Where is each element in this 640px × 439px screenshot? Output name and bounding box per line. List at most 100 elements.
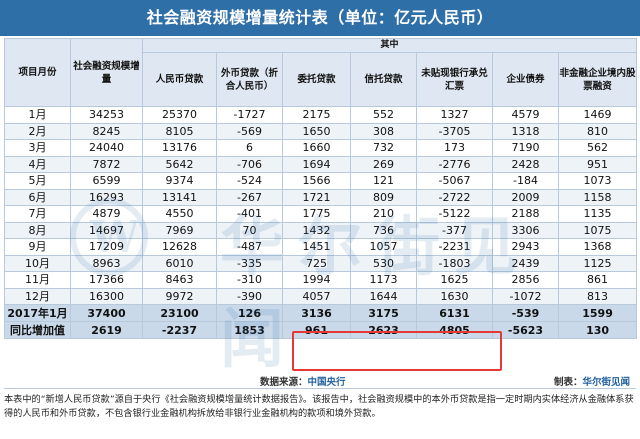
table-cell: 3306 [492,221,559,239]
table-cell: 9972 [142,287,217,305]
table-row: 8月 14697 7969 70 1432 736 -377 3306 1075 [4,221,638,239]
table-cell: 1625 [416,271,493,289]
table-cell: 1318 [492,122,559,140]
table-cell: 173 [416,139,493,157]
table-cell: 7969 [142,221,217,239]
table-row: 6月 16293 13141 -267 1721 809 -2722 2009 1158 [4,188,638,206]
table-cell: 1566 [282,172,351,190]
table-cell: 8463 [142,271,217,289]
maker-label: 制表： [553,377,583,388]
table-cell: 269 [350,155,417,173]
table-cell: 861 [557,271,638,289]
source-label: 数据来源： [260,377,308,388]
header-group-label: 其中 [141,38,638,53]
table-cell: -335 [216,254,283,272]
table-cell: 25370 [142,106,217,124]
table-cell: 1469 [557,106,638,124]
table-cell: -3705 [416,122,493,140]
table-cell: 4879 [70,205,143,223]
table-cell: -524 [216,172,283,190]
table-cell: 2428 [492,155,559,173]
table-cell: 13141 [142,188,217,206]
data-source: 数据来源：中国央行 [260,374,346,388]
table-cell: 1135 [557,205,638,223]
source-value: 中国央行 [307,377,346,388]
table-cell: 2175 [282,106,351,124]
table-row: 12月 16300 9972 -390 4057 1644 1630 -1072 813 [4,287,638,305]
table-cell: 7872 [70,155,143,173]
table-cell: -706 [216,155,283,173]
header-row-group: 项目月份 社会融资规模增量 其中 [4,38,638,107]
header-bankers-acceptance: 未贴现银行承兑汇票 [416,52,493,107]
header-equity-financing: 非金融企业境内股票融资 [557,52,638,107]
table-cell: 16293 [70,188,143,206]
table-cell: 562 [557,139,638,157]
table-cell: 2943 [492,238,559,256]
table-cell: 810 [557,122,638,140]
table-cell: -1727 [216,106,283,124]
table-cell: -2231 [416,238,493,256]
table-cell: 1368 [557,238,638,256]
summary-label-cell: 2017年1月 [4,304,71,322]
table-row: 9月 17209 12628 -487 1451 1057 -2231 2943 1368 [4,238,638,256]
table-cell: 5642 [142,155,217,173]
table-cell: 8245 [70,122,143,140]
table-cell: 1630 [416,287,493,305]
summary-cell: -5623 [492,321,559,339]
table-cell: 1173 [350,271,417,289]
header-month: 项目月份 [4,38,71,107]
summary-cell: 3175 [350,304,417,322]
table-cell: 8105 [142,122,217,140]
table-body: 1月 34253 25370 -1727 2175 552 1327 4579 1469 2月 82… [4,106,638,339]
table-cell: -377 [416,221,493,239]
table-cell: 1775 [282,205,351,223]
summary-row: 同比增加值 2619 -2237 1853 961 2623 4805 -5623 130 [4,321,638,339]
table-cell: -487 [216,238,283,256]
maker-value: 华尔街见闻 [582,377,630,388]
row-month-cell: 8月 [4,221,71,239]
header-trust-loans: 信托贷款 [350,52,417,107]
table-cell: 1660 [282,139,351,157]
table-cell: 4579 [492,106,559,124]
table-cell: 2439 [492,254,559,272]
table-cell: -5067 [416,172,493,190]
table-cell: 2856 [492,271,559,289]
table-cell: -1803 [416,254,493,272]
table-cell: 9374 [142,172,217,190]
table-cell: -2776 [416,155,493,173]
summary-label-cell: 同比增加值 [4,321,71,339]
row-month-cell: 5月 [4,172,71,190]
row-month-cell: 7月 [4,205,71,223]
table-cell: 308 [350,122,417,140]
table-cell: 1694 [282,155,351,173]
table-cell: 2009 [492,188,559,206]
table-cell: -310 [216,271,283,289]
table-cell: 4057 [282,287,351,305]
table-cell: 732 [350,139,417,157]
row-month-cell: 2月 [4,122,71,140]
header-row-columns: 人民币贷款 外币贷款（折合人民币） 委托贷款 信托贷款 未贴现银行承兑汇票 企业… [5,52,638,107]
table-row: 1月 34253 25370 -1727 2175 552 1327 4579 1469 [4,106,638,124]
table-cell: 1451 [282,238,351,256]
summary-cell: 23100 [142,304,217,322]
summary-cell: -539 [492,304,559,322]
table-cell: 1073 [557,172,638,190]
table-cell: 1057 [350,238,417,256]
summary-cell: 4805 [416,321,493,339]
header-entrusted-loans: 委托贷款 [282,52,351,107]
table-row: 11月 17366 8463 -310 1994 1173 1625 2856 861 [4,271,638,289]
table-row: 3月 24040 13176 6 1660 732 173 7190 562 [4,139,638,157]
table-cell: 24040 [70,139,143,157]
table-row: 5月 6599 9374 -524 1566 121 -5067 -184 1073 [4,172,638,190]
table-cell: 1432 [282,221,351,239]
table-row: 2月 8245 8105 -569 1650 308 -3705 1318 810 [4,122,638,140]
table-cell: 736 [350,221,417,239]
table-cell: 34253 [70,106,143,124]
table-cell: -1072 [492,287,559,305]
table-cell: 17366 [70,271,143,289]
table-cell: 17209 [70,238,143,256]
source-row: 数据来源：中国央行 制表：华尔街见闻 [4,373,636,389]
summary-cell: 1853 [216,321,283,339]
summary-cell: 961 [282,321,351,339]
